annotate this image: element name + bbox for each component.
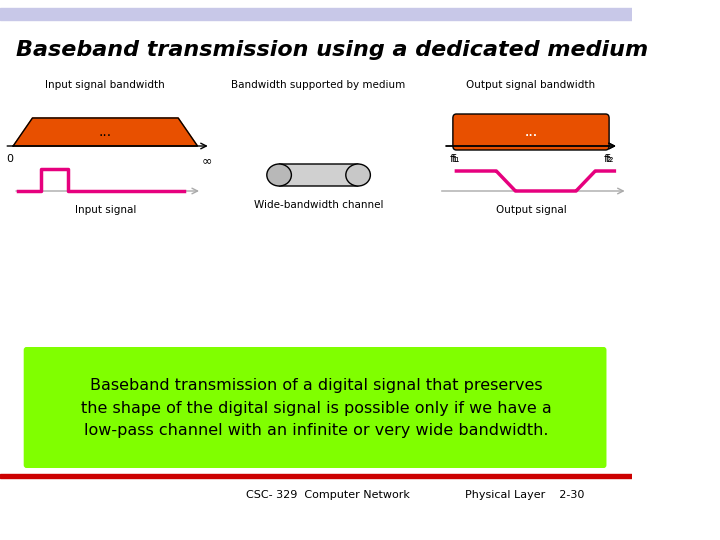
Text: ...: ... bbox=[524, 125, 538, 139]
Text: Output signal: Output signal bbox=[495, 205, 567, 215]
Bar bbox=[0, 474, 632, 478]
Ellipse shape bbox=[346, 164, 370, 186]
Text: Input signal bandwidth: Input signal bandwidth bbox=[45, 80, 165, 90]
FancyBboxPatch shape bbox=[453, 114, 609, 150]
Bar bbox=[0, 8, 632, 20]
Text: Output signal bandwidth: Output signal bandwidth bbox=[467, 80, 595, 90]
Text: f₂: f₂ bbox=[604, 154, 613, 164]
Text: 0: 0 bbox=[6, 154, 13, 164]
FancyBboxPatch shape bbox=[279, 164, 358, 186]
Text: ∞: ∞ bbox=[202, 154, 212, 167]
Polygon shape bbox=[13, 118, 197, 146]
Text: f₂: f₂ bbox=[606, 154, 614, 164]
Text: Bandwidth supported by medium: Bandwidth supported by medium bbox=[231, 80, 406, 90]
Text: Wide-bandwidth channel: Wide-bandwidth channel bbox=[254, 200, 383, 210]
Text: ...: ... bbox=[524, 125, 538, 139]
Ellipse shape bbox=[267, 164, 292, 186]
Text: Input signal: Input signal bbox=[75, 205, 136, 215]
Text: CSC- 329  Computer Network: CSC- 329 Computer Network bbox=[246, 490, 410, 500]
Text: Baseband transmission of a digital signal that preserves
the shape of the digita: Baseband transmission of a digital signa… bbox=[81, 379, 552, 438]
Bar bbox=[456, 118, 606, 146]
Text: Physical Layer    2-30: Physical Layer 2-30 bbox=[465, 490, 585, 500]
Text: f₁: f₁ bbox=[452, 154, 461, 164]
FancyBboxPatch shape bbox=[24, 347, 606, 468]
Text: ...: ... bbox=[99, 125, 112, 139]
Text: f₁: f₁ bbox=[449, 154, 458, 164]
Text: Baseband transmission using a dedicated medium: Baseband transmission using a dedicated … bbox=[16, 40, 648, 60]
